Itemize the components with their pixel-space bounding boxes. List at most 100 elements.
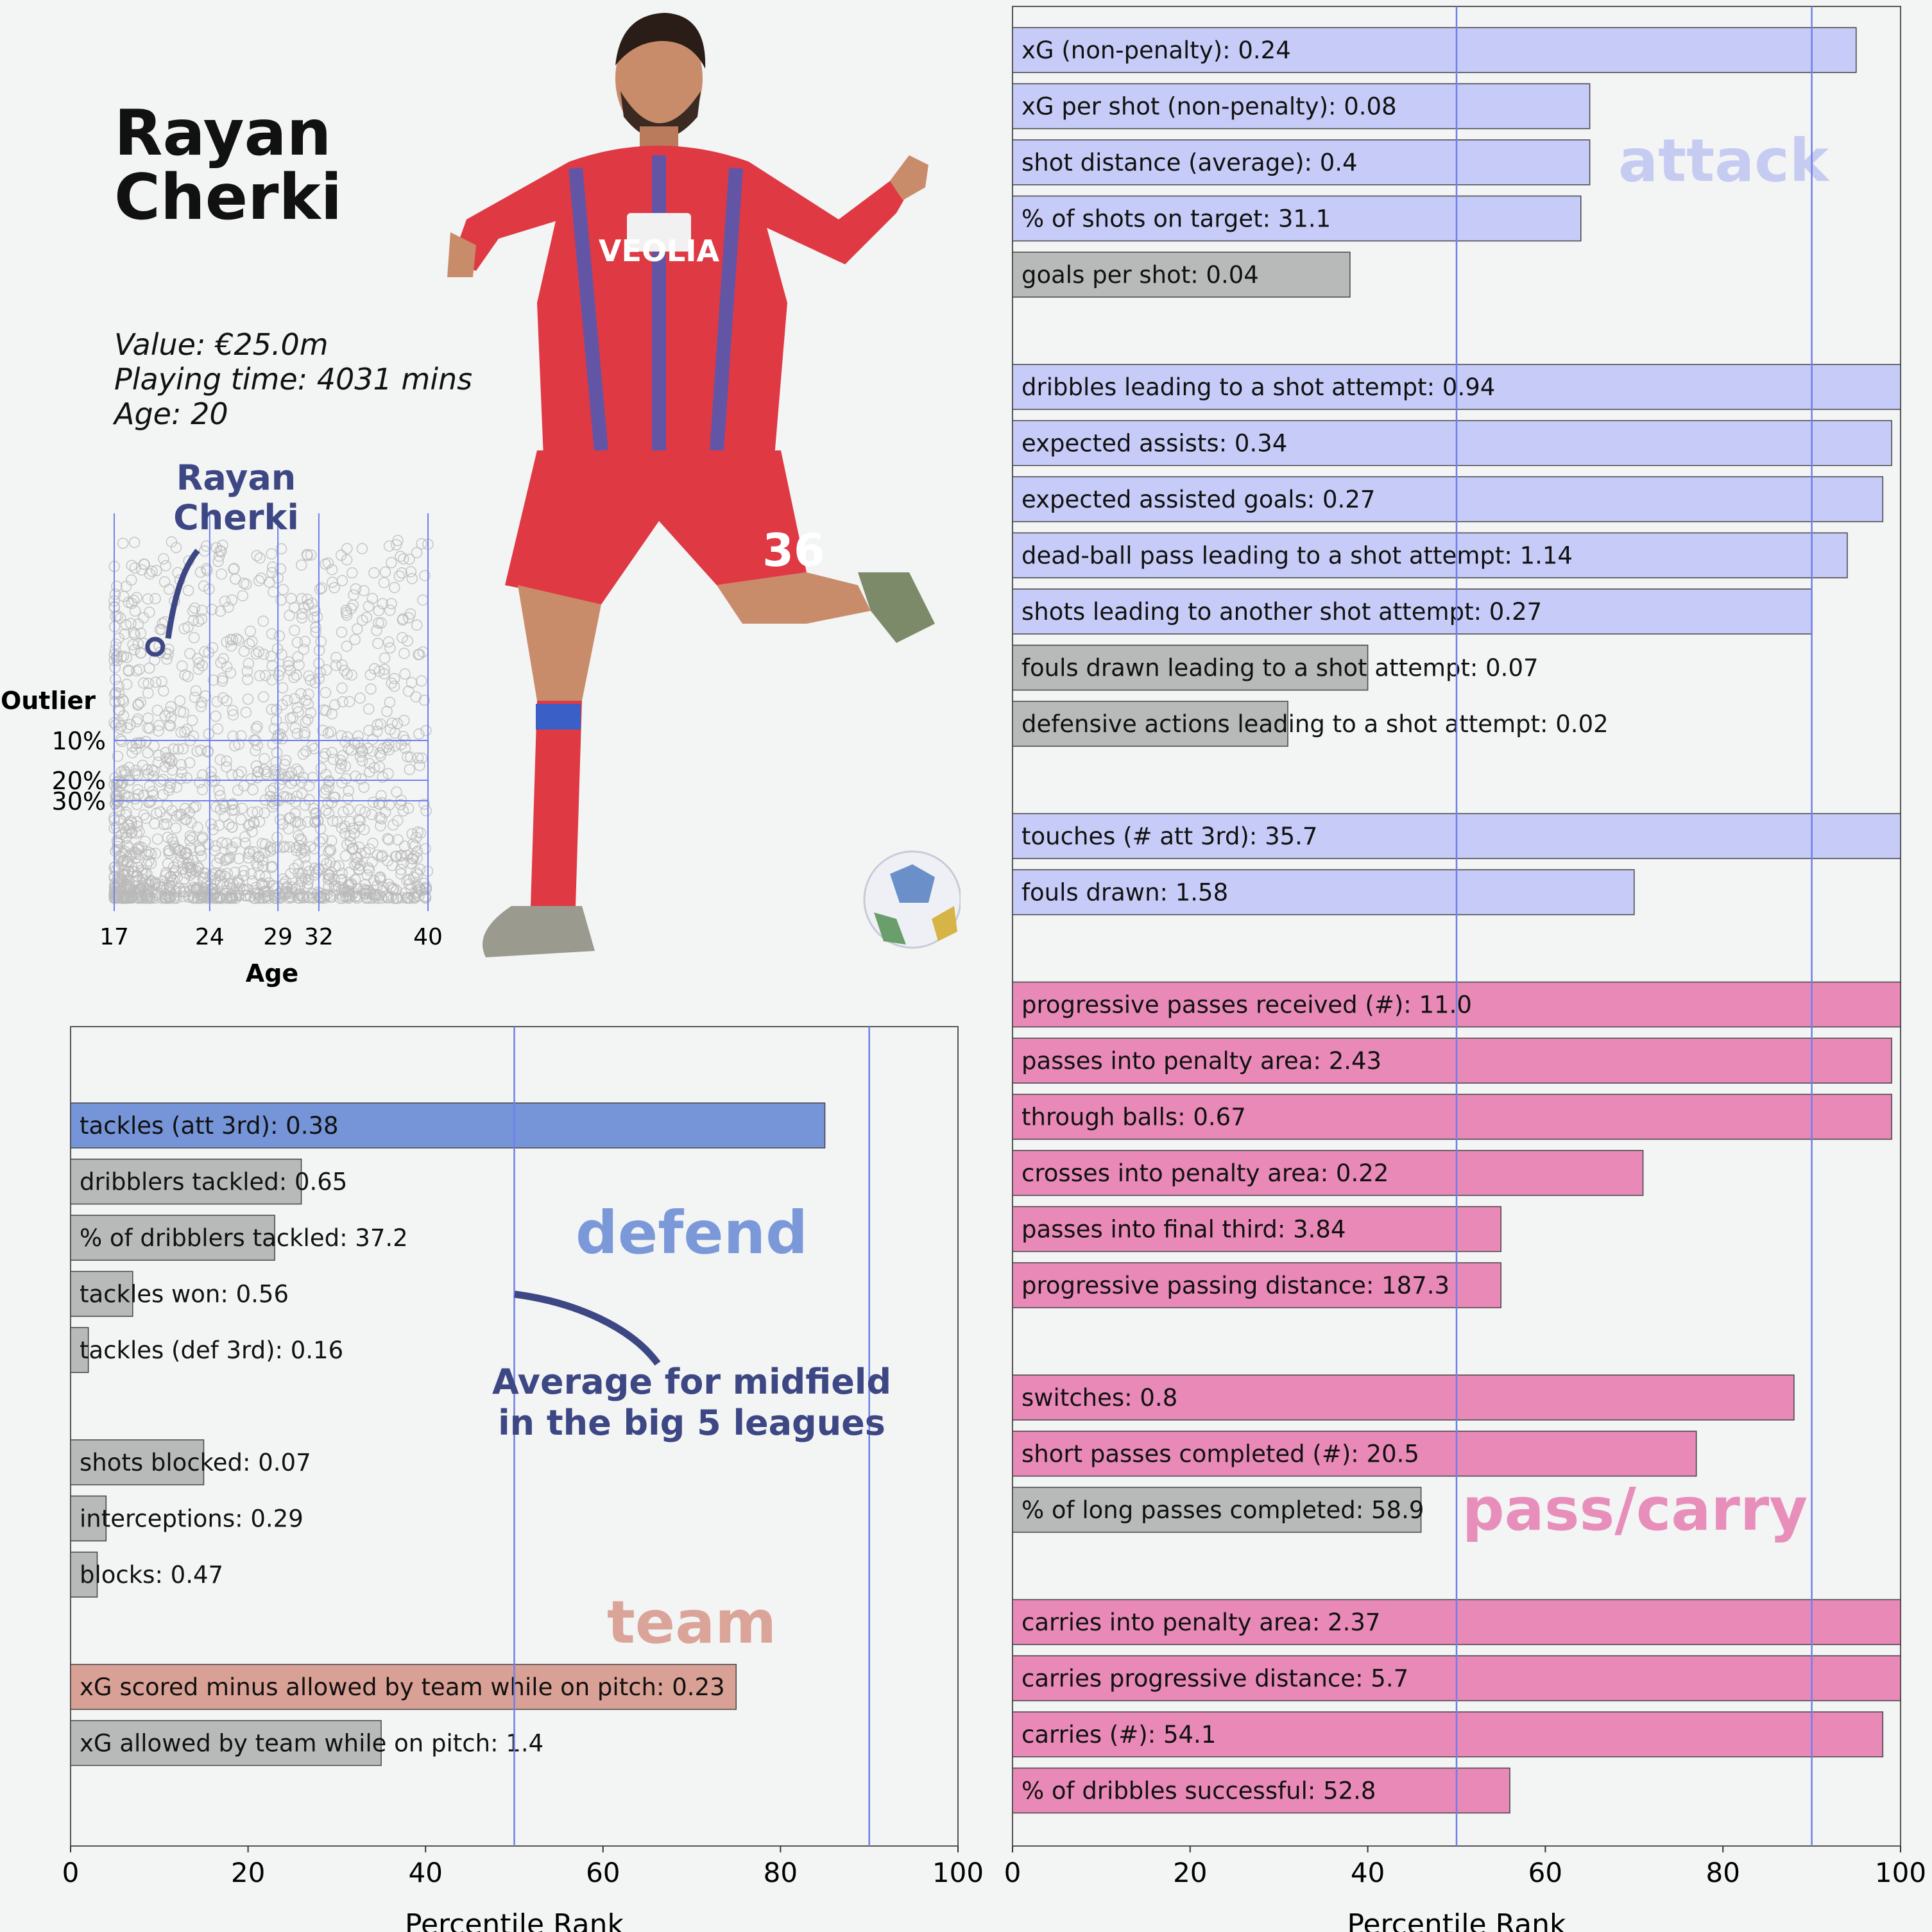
- scatter-point: [146, 565, 158, 577]
- scatter-point: [216, 568, 227, 580]
- bar: [1012, 420, 1892, 466]
- scatter-point: [325, 726, 337, 738]
- scatter-point: [264, 841, 277, 853]
- scatter-point: [184, 647, 196, 660]
- bar-label: shots blocked: 0.07: [80, 1449, 311, 1476]
- scatter-point: [396, 567, 407, 579]
- scatter-point: [354, 692, 366, 704]
- bar-label: expected assisted goals: 0.27: [1022, 486, 1375, 513]
- scatter-point: [395, 868, 407, 880]
- bar: [70, 1327, 89, 1373]
- scatter-point: [383, 799, 395, 811]
- scatter-point: [361, 869, 373, 881]
- scatter-point: [141, 849, 153, 860]
- scatter-point: [175, 773, 187, 785]
- age-outlier-scatter: Rayan Cherki Outlier 10% 20%30% 17 24 29 32 4…: [1, 457, 443, 987]
- bar: [1012, 476, 1884, 522]
- scatter-point: [142, 678, 154, 689]
- scatter-point: [111, 776, 123, 789]
- scatter-point: [277, 733, 288, 745]
- scatter-point: [340, 773, 352, 785]
- scatter-point: [195, 744, 207, 756]
- scatter-point: [200, 690, 212, 702]
- bar-label: fouls drawn leading to a shot attempt: 0…: [1022, 654, 1539, 682]
- scatter-point: [125, 827, 137, 839]
- scatter-point: [367, 796, 379, 808]
- scatter-point: [326, 563, 338, 576]
- scatter-point: [179, 726, 191, 738]
- scatter-point: [271, 747, 283, 758]
- player-photo: VEOLIA 36: [447, 13, 961, 957]
- svg-text:36: 36: [762, 524, 825, 577]
- scatter-point: [129, 562, 141, 574]
- scatter-point: [163, 706, 175, 718]
- scatter-point: [233, 877, 245, 889]
- scatter-point: [347, 823, 359, 834]
- bar: [1012, 1262, 1501, 1308]
- bar: [1012, 139, 1591, 185]
- scatter-point: [139, 835, 151, 848]
- scatter-point: [110, 845, 121, 857]
- scatter-point: [363, 601, 375, 612]
- x-tick-label: 40: [1351, 1857, 1385, 1888]
- scatter-point: [353, 841, 365, 853]
- scatter-point: [336, 682, 348, 694]
- scatter-point: [250, 745, 261, 757]
- scatter-point: [109, 588, 121, 600]
- scatter-point: [335, 875, 346, 886]
- scatter-point: [155, 881, 167, 893]
- player-value: Value: €25.0m: [114, 327, 329, 362]
- scatter-point: [297, 772, 309, 783]
- scatter-point: [339, 850, 352, 862]
- scatter-point: [184, 857, 195, 869]
- scatter-point: [124, 850, 137, 862]
- scatter-point: [254, 552, 266, 564]
- scatter-point: [158, 553, 169, 565]
- scatter-point: [323, 869, 336, 881]
- scatter-point: [242, 674, 253, 685]
- scatter-point: [178, 706, 189, 718]
- scatter-point: [343, 785, 355, 797]
- scatter-point: [402, 751, 413, 763]
- scatter-point: [142, 768, 155, 780]
- scatter-point: [119, 628, 131, 640]
- scatter-point: [393, 570, 406, 582]
- scatter-point: [253, 646, 265, 658]
- scatter-point: [414, 760, 425, 771]
- scatter-point: [223, 819, 235, 830]
- player-meta: Value: €25.0m Playing time: 4031 mins Ag…: [114, 327, 472, 431]
- bar: [70, 1102, 826, 1149]
- scatter-point: [226, 769, 238, 781]
- scatter-point: [129, 605, 141, 617]
- scatter-point: [296, 875, 307, 887]
- bar: [1012, 1206, 1501, 1252]
- scatter-point: [126, 560, 138, 571]
- bar: [70, 1270, 133, 1317]
- scatter-point: [377, 771, 388, 783]
- scatter-point: [266, 548, 277, 560]
- scatter-point: [419, 570, 431, 581]
- scatter-point: [227, 709, 239, 721]
- bar: [70, 1215, 275, 1261]
- scatter-point: [323, 880, 334, 892]
- scatter-point: [259, 753, 270, 765]
- scatter-point: [405, 566, 417, 577]
- scatter-point: [154, 806, 166, 818]
- scatter-point: [167, 764, 178, 776]
- scatter-point: [315, 636, 327, 647]
- bar: [1012, 701, 1288, 747]
- scatter-point: [164, 752, 175, 764]
- scatter-point: [353, 814, 364, 826]
- scatter-point: [309, 869, 321, 881]
- bar-label: tackles (def 3rd): 0.16: [80, 1337, 343, 1364]
- scatter-point: [123, 664, 134, 676]
- scatter-point: [314, 893, 327, 904]
- scatter-point: [379, 668, 390, 680]
- scatter-grid: [114, 513, 429, 911]
- scatter-point: [323, 781, 334, 793]
- scatter-point: [143, 855, 155, 867]
- scatter-point: [150, 676, 162, 688]
- scatter-point: [377, 598, 389, 610]
- scatter-point: [322, 727, 334, 739]
- scatter-point: [244, 626, 256, 637]
